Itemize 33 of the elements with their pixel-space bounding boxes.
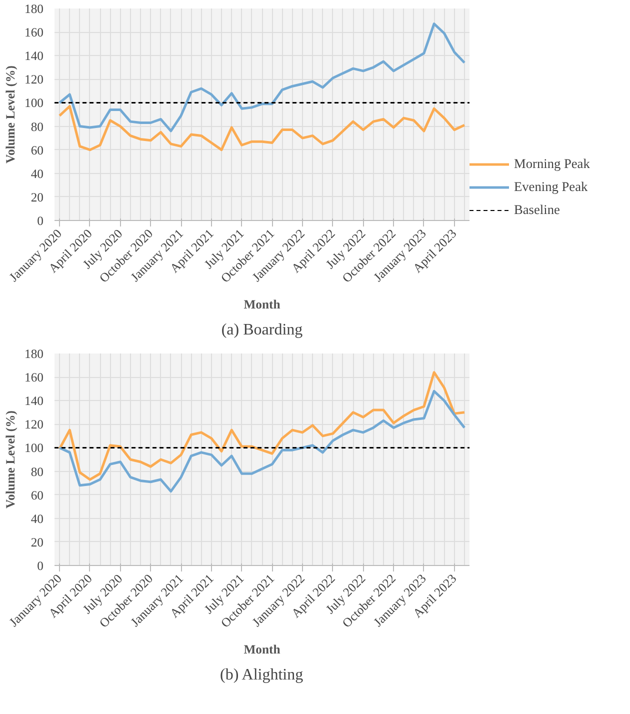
y-tick-label: 140 bbox=[24, 394, 44, 408]
line-series bbox=[58, 22, 466, 132]
y-tick-label: 0 bbox=[37, 214, 44, 228]
y-tick-label: 80 bbox=[30, 120, 44, 134]
y-tick-label: 80 bbox=[30, 464, 44, 479]
line-series bbox=[58, 371, 466, 481]
y-tick-label: 20 bbox=[30, 190, 44, 204]
y-tick-label: 40 bbox=[30, 512, 44, 526]
y-tick-label: 40 bbox=[30, 166, 44, 181]
x-axis-title: Month bbox=[244, 297, 280, 312]
y-tick-label: 20 bbox=[30, 535, 44, 550]
line-series bbox=[58, 105, 466, 152]
legend-label: Baseline bbox=[514, 202, 560, 218]
y-tick-label: 120 bbox=[24, 72, 44, 87]
y-axis-title: Volume Level (%) bbox=[4, 410, 18, 508]
y-tick-label: 180 bbox=[24, 347, 44, 361]
y-tick-label: 120 bbox=[24, 418, 44, 432]
y-tick-label: 60 bbox=[30, 488, 44, 502]
y-tick-label: 140 bbox=[24, 49, 44, 64]
y-tick-label: 100 bbox=[24, 96, 44, 110]
y-tick-label: 160 bbox=[24, 370, 44, 385]
y-tick-label: 180 bbox=[24, 2, 44, 16]
x-axis-title: Month bbox=[244, 642, 280, 656]
y-tick-label: 60 bbox=[30, 143, 44, 158]
y-axis-title: Volume Level (%) bbox=[4, 66, 18, 164]
text: (b) Alighting bbox=[220, 666, 304, 684]
y-tick-label: 0 bbox=[37, 559, 44, 573]
line-series bbox=[58, 390, 466, 493]
legend-label: Morning Peak bbox=[514, 156, 590, 172]
y-tick-label: 160 bbox=[24, 26, 44, 40]
y-tick-label: 100 bbox=[24, 441, 44, 456]
text: (a) Boarding bbox=[221, 322, 303, 338]
legend-label: Evening Peak bbox=[514, 179, 588, 195]
